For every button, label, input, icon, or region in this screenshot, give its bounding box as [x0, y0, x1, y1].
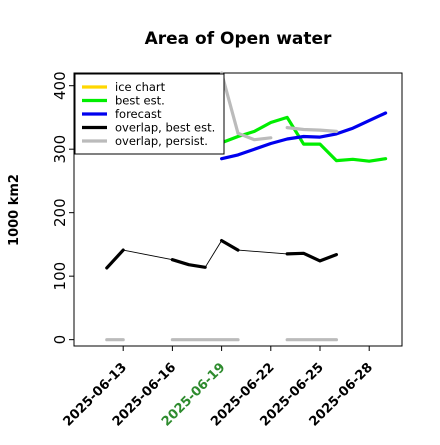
series-forecast-line [220, 111, 388, 161]
series-overlap-persist-segment [285, 125, 338, 133]
series-overlap-best-est-segment [170, 258, 207, 269]
plot-frame [73, 72, 403, 347]
y-tick-label: 300 [51, 135, 69, 164]
series-overlap-best-est-segment [285, 251, 338, 263]
chart-title: Area of Open water [145, 29, 332, 49]
y-tick-label: 0 [51, 335, 69, 345]
legend-label: ice chart [115, 80, 166, 94]
legend-label: overlap, best est. [115, 121, 215, 135]
legend-label: overlap, persist. [115, 134, 208, 148]
y-tick-label: 400 [51, 71, 69, 100]
series-best-est-line [220, 115, 388, 163]
series-overlap-best-est-segment [220, 239, 240, 252]
series-overlap-best-est-segment [105, 248, 125, 270]
y-tick-label: 100 [51, 262, 69, 291]
y-tick-label: 200 [51, 198, 69, 227]
legend-label: best est. [115, 94, 165, 108]
y-axis-label: 1000 km2 [7, 174, 22, 246]
legend-label: forecast [115, 107, 162, 121]
series-overlap-persist-segment [236, 131, 273, 142]
